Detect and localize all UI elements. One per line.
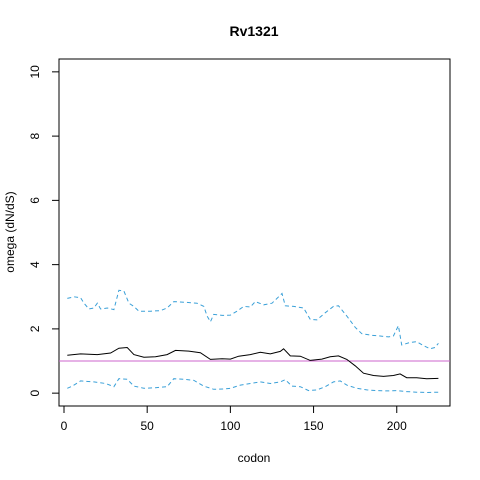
y-tick-label: 10 xyxy=(28,65,42,79)
series-layer xyxy=(59,289,450,394)
x-tick-label: 0 xyxy=(61,419,68,433)
y-tick-label: 8 xyxy=(28,132,42,139)
x-axis-label: codon xyxy=(238,451,271,465)
plot-frame xyxy=(58,58,451,407)
lower-bound-line xyxy=(67,378,439,394)
y-axis-label: omega (dN/dS) xyxy=(3,191,17,272)
y-tick-label: 2 xyxy=(28,325,42,332)
upper-bound-line xyxy=(67,289,439,350)
y-tick-label: 6 xyxy=(28,197,42,204)
chart-title: Rv1321 xyxy=(229,23,278,39)
y-tick-label: 4 xyxy=(28,261,42,268)
x-tick-label: 200 xyxy=(387,419,407,433)
x-tick-label: 50 xyxy=(141,419,155,433)
omega-line xyxy=(67,346,439,380)
x-tick-label: 100 xyxy=(220,419,240,433)
axis-layer: 0 50 100 150 200 0 2 4 6 8 10 xyxy=(28,65,407,433)
y-tick-label: 0 xyxy=(28,389,42,396)
x-tick-label: 150 xyxy=(304,419,324,433)
